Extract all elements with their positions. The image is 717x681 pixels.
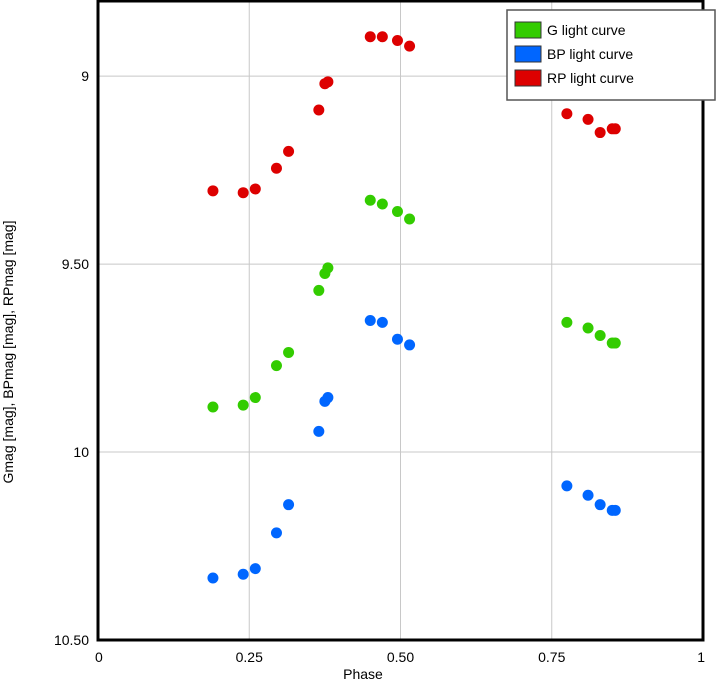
data-point — [322, 262, 334, 274]
series-g — [207, 194, 621, 413]
legend-box — [506, 9, 716, 101]
data-point — [322, 76, 334, 88]
data-point — [376, 198, 388, 210]
x-tick-label: 0.75 — [538, 649, 565, 665]
data-point — [609, 123, 621, 135]
x-axis-ticks: 0 0.25 0.50 0.75 1 — [95, 649, 705, 665]
data-point — [322, 392, 334, 404]
data-point — [249, 563, 261, 575]
y-axis-ticks: 9 9.50 10 10.50 — [54, 68, 89, 648]
data-point — [404, 40, 416, 52]
data-point — [270, 527, 282, 539]
data-point — [582, 113, 594, 125]
data-point — [270, 360, 282, 372]
x-tick-label: 0 — [95, 649, 103, 665]
data-point — [582, 322, 594, 334]
legend-label: G light curve — [547, 22, 626, 38]
data-point — [609, 337, 621, 349]
data-point — [404, 339, 416, 351]
data-point — [237, 399, 249, 411]
legend-swatch — [514, 69, 542, 87]
data-point — [391, 34, 403, 46]
legend-swatch — [514, 21, 542, 39]
legend-label: BP light curve — [547, 46, 633, 62]
data-point — [594, 499, 606, 511]
data-point — [237, 187, 249, 199]
y-tick-label: 9 — [81, 68, 89, 84]
data-point — [283, 346, 295, 358]
plot-area-frame — [96, 0, 705, 642]
data-points — [207, 31, 621, 584]
x-tick-label: 0.25 — [236, 649, 263, 665]
data-point — [582, 489, 594, 501]
y-axis-title: Gmag [mag], BPmag [mag], RPmag [mag] — [0, 221, 16, 484]
data-point — [561, 108, 573, 120]
data-point — [561, 316, 573, 328]
data-point — [561, 480, 573, 492]
legend: G light curve BP light curve RP light curv… — [506, 9, 716, 101]
series-rp — [207, 31, 621, 199]
data-point — [313, 425, 325, 437]
legend-label: RP light curve — [547, 70, 634, 86]
data-point — [313, 284, 325, 296]
data-point — [404, 213, 416, 225]
data-point — [270, 162, 282, 174]
data-point — [283, 145, 295, 157]
data-point — [391, 333, 403, 345]
data-point — [594, 127, 606, 139]
data-point — [376, 316, 388, 328]
data-point — [207, 572, 219, 584]
x-tick-label: 1 — [697, 649, 705, 665]
data-point — [249, 183, 261, 195]
x-axis-title: Phase — [343, 666, 383, 681]
data-point — [594, 330, 606, 342]
legend-swatch — [514, 45, 542, 63]
data-point — [237, 568, 249, 580]
data-point — [376, 31, 388, 43]
data-point — [313, 104, 325, 116]
y-tick-label: 10 — [73, 444, 89, 460]
data-point — [609, 504, 621, 516]
series-bp — [207, 315, 621, 584]
data-point — [207, 401, 219, 413]
data-point — [283, 499, 295, 511]
data-point — [249, 392, 261, 404]
data-point — [391, 205, 403, 217]
x-tick-label: 0.50 — [387, 649, 414, 665]
data-point — [364, 31, 376, 43]
data-point — [364, 194, 376, 206]
grid-lines — [98, 1, 703, 640]
y-tick-label: 9.50 — [62, 256, 89, 272]
y-tick-label: 10.50 — [54, 632, 89, 648]
data-point — [207, 185, 219, 197]
data-point — [364, 315, 376, 326]
